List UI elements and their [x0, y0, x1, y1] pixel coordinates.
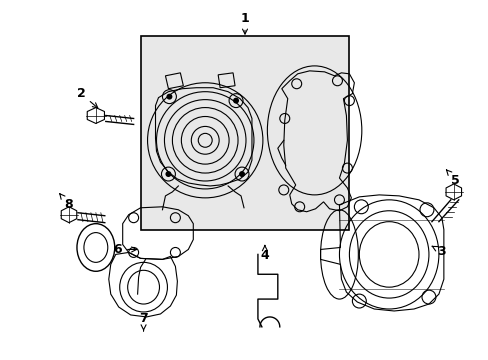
Text: 4: 4 — [260, 246, 269, 262]
Text: 8: 8 — [60, 194, 73, 211]
Text: 6: 6 — [113, 243, 136, 256]
Text: 7: 7 — [139, 312, 148, 331]
Text: 5: 5 — [446, 170, 459, 186]
Circle shape — [239, 171, 244, 177]
Text: 1: 1 — [240, 12, 249, 34]
Text: 2: 2 — [77, 87, 98, 108]
Circle shape — [165, 171, 171, 177]
Circle shape — [233, 98, 239, 104]
Text: 3: 3 — [431, 245, 445, 258]
Circle shape — [166, 94, 172, 100]
Bar — [141, 36, 349, 230]
